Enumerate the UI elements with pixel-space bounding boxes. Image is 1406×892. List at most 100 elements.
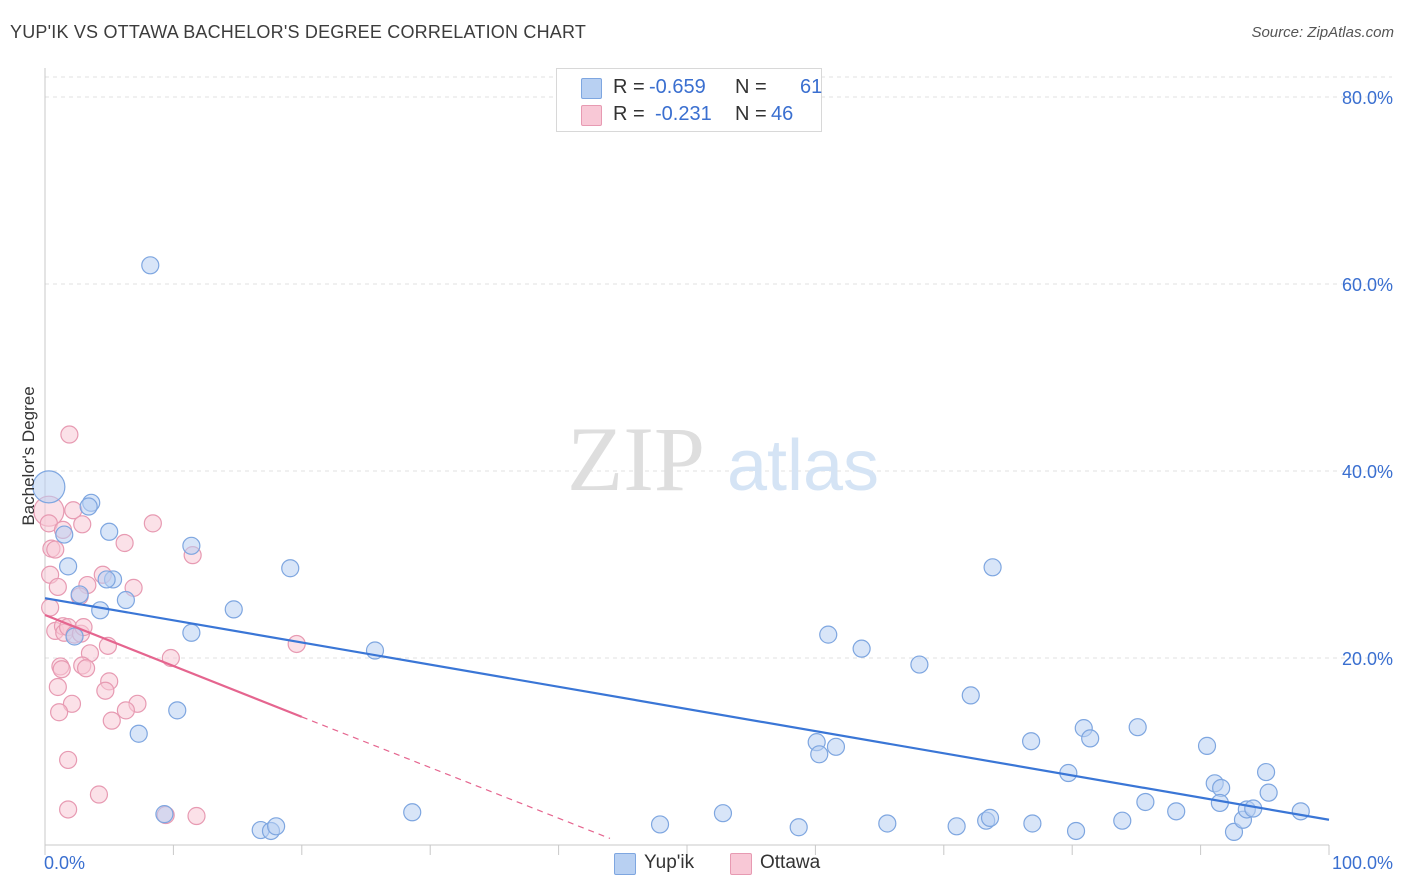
yupik-point: [116, 590, 135, 610]
ottawa-point: [62, 694, 82, 713]
y-tick-label: 40.0%: [1342, 462, 1393, 482]
yupik-point: [1081, 729, 1100, 748]
legend-swatch-yupik: [581, 78, 602, 99]
ottawa-trend-line: [44, 613, 303, 718]
ottawa-point: [52, 660, 71, 679]
correlation-legend: R = -0.659 N = 61 R = -0.231 N = 46: [556, 68, 822, 132]
trend-lines: [44, 597, 1330, 840]
ottawa-point: [41, 598, 60, 617]
ottawa-point: [187, 806, 206, 826]
ottawa-point: [59, 750, 78, 770]
source-label: Source: ZipAtlas.com: [1251, 24, 1394, 41]
yupik-point: [267, 817, 286, 836]
yupik-point: [100, 522, 119, 541]
yupik-point: [1136, 792, 1155, 812]
yupik-point: [789, 818, 808, 837]
ottawa-point: [96, 681, 115, 700]
legend-r-value: -0.231: [655, 103, 712, 125]
legend-r-label: R =: [613, 76, 645, 98]
ottawa-point: [48, 677, 67, 697]
yupik-point: [713, 804, 733, 823]
chart-title: YUP'IK VS OTTAWA BACHELOR'S DEGREE CORRE…: [10, 22, 587, 42]
yupik-point: [55, 525, 74, 544]
ottawa-point: [102, 711, 121, 730]
watermark: ZIP atlas: [567, 408, 879, 510]
legend-swatch-ottawa: [581, 105, 602, 126]
yupik-point: [1291, 802, 1310, 821]
yupik-point: [1224, 822, 1244, 842]
yupik-point: [1022, 732, 1041, 751]
ottawa-point: [59, 800, 78, 819]
y-tick-label: 20.0%: [1342, 649, 1393, 669]
yupik-point: [182, 536, 201, 555]
legend-n-value: 61: [800, 76, 823, 98]
yupik-point: [650, 815, 670, 834]
yupik-point: [1197, 736, 1217, 755]
legend-n-label: N =: [735, 76, 767, 98]
yupik-point: [947, 817, 966, 836]
ottawa-point: [89, 785, 109, 804]
yupik-point: [70, 585, 89, 604]
grid-lines: [45, 76, 1392, 659]
yupik-point: [65, 627, 84, 646]
yupik-point: [878, 814, 897, 833]
yupik-point: [97, 570, 116, 589]
ottawa-point: [287, 634, 306, 654]
yupik-point: [168, 701, 187, 720]
yupik-point: [983, 558, 1002, 577]
bottom-legend-label-yupik: Yup'ik: [644, 852, 695, 873]
legend-r-label: R =: [613, 103, 645, 125]
ottawa-trend-extension: [301, 716, 611, 840]
yupik-point: [1256, 762, 1276, 782]
ottawa-point: [76, 659, 96, 678]
yupik-point: [910, 655, 929, 674]
yupik-point: [59, 557, 78, 576]
bottom-legend-swatch-yupik: [614, 853, 636, 875]
bottom-legend-label-ottawa: Ottawa: [760, 852, 821, 873]
y-tick-label: 80.0%: [1342, 88, 1393, 108]
yupik-point: [961, 686, 980, 705]
x-tick-label: 100.0%: [1332, 853, 1393, 873]
yupik-point: [155, 805, 174, 824]
yupik-point: [980, 808, 1000, 827]
y-axis-label: Bachelor's Degree: [19, 386, 38, 525]
yupik-point: [403, 803, 422, 822]
yupik-point: [1113, 811, 1132, 830]
legend-n-value: 46: [771, 103, 794, 125]
yupik-point: [852, 639, 871, 658]
ottawa-point: [143, 514, 162, 533]
yupik-point: [1259, 783, 1278, 802]
yupik-point: [1212, 778, 1231, 798]
yupik-series: [32, 256, 1310, 842]
x-tick-label: 0.0%: [44, 853, 85, 873]
ottawa-point: [50, 703, 69, 722]
ottawa-point: [48, 577, 67, 597]
ottawa-point: [115, 533, 134, 553]
watermark-atlas: atlas: [727, 426, 879, 506]
bottom-legend-swatch-ottawa: [730, 853, 752, 875]
yupik-point: [810, 745, 829, 764]
yupik-point: [79, 497, 98, 516]
axis-labels: 20.0% 40.0% 60.0% 80.0% 0.0% 100.0%: [44, 88, 1393, 873]
yupik-point: [1128, 718, 1147, 737]
watermark-zip: ZIP: [567, 408, 705, 510]
ottawa-point: [60, 425, 79, 444]
yupik-point: [826, 737, 846, 756]
yupik-point: [141, 256, 160, 275]
yupik-point: [819, 625, 838, 644]
yupik-point: [182, 623, 201, 642]
ottawa-point: [46, 540, 65, 559]
legend-r-value: -0.659: [649, 76, 706, 98]
ottawa-series: [33, 425, 306, 826]
yupik-point: [129, 724, 148, 743]
yupik-point: [32, 470, 66, 504]
yupik-point: [1023, 814, 1042, 833]
ottawa-point: [73, 515, 92, 534]
legend-n-label: N =: [735, 103, 767, 125]
yupik-point: [1066, 821, 1086, 841]
yupik-trend-line: [44, 597, 1330, 821]
yupik-point: [1167, 802, 1186, 821]
yupik-point: [224, 600, 243, 619]
ottawa-point: [116, 701, 135, 720]
